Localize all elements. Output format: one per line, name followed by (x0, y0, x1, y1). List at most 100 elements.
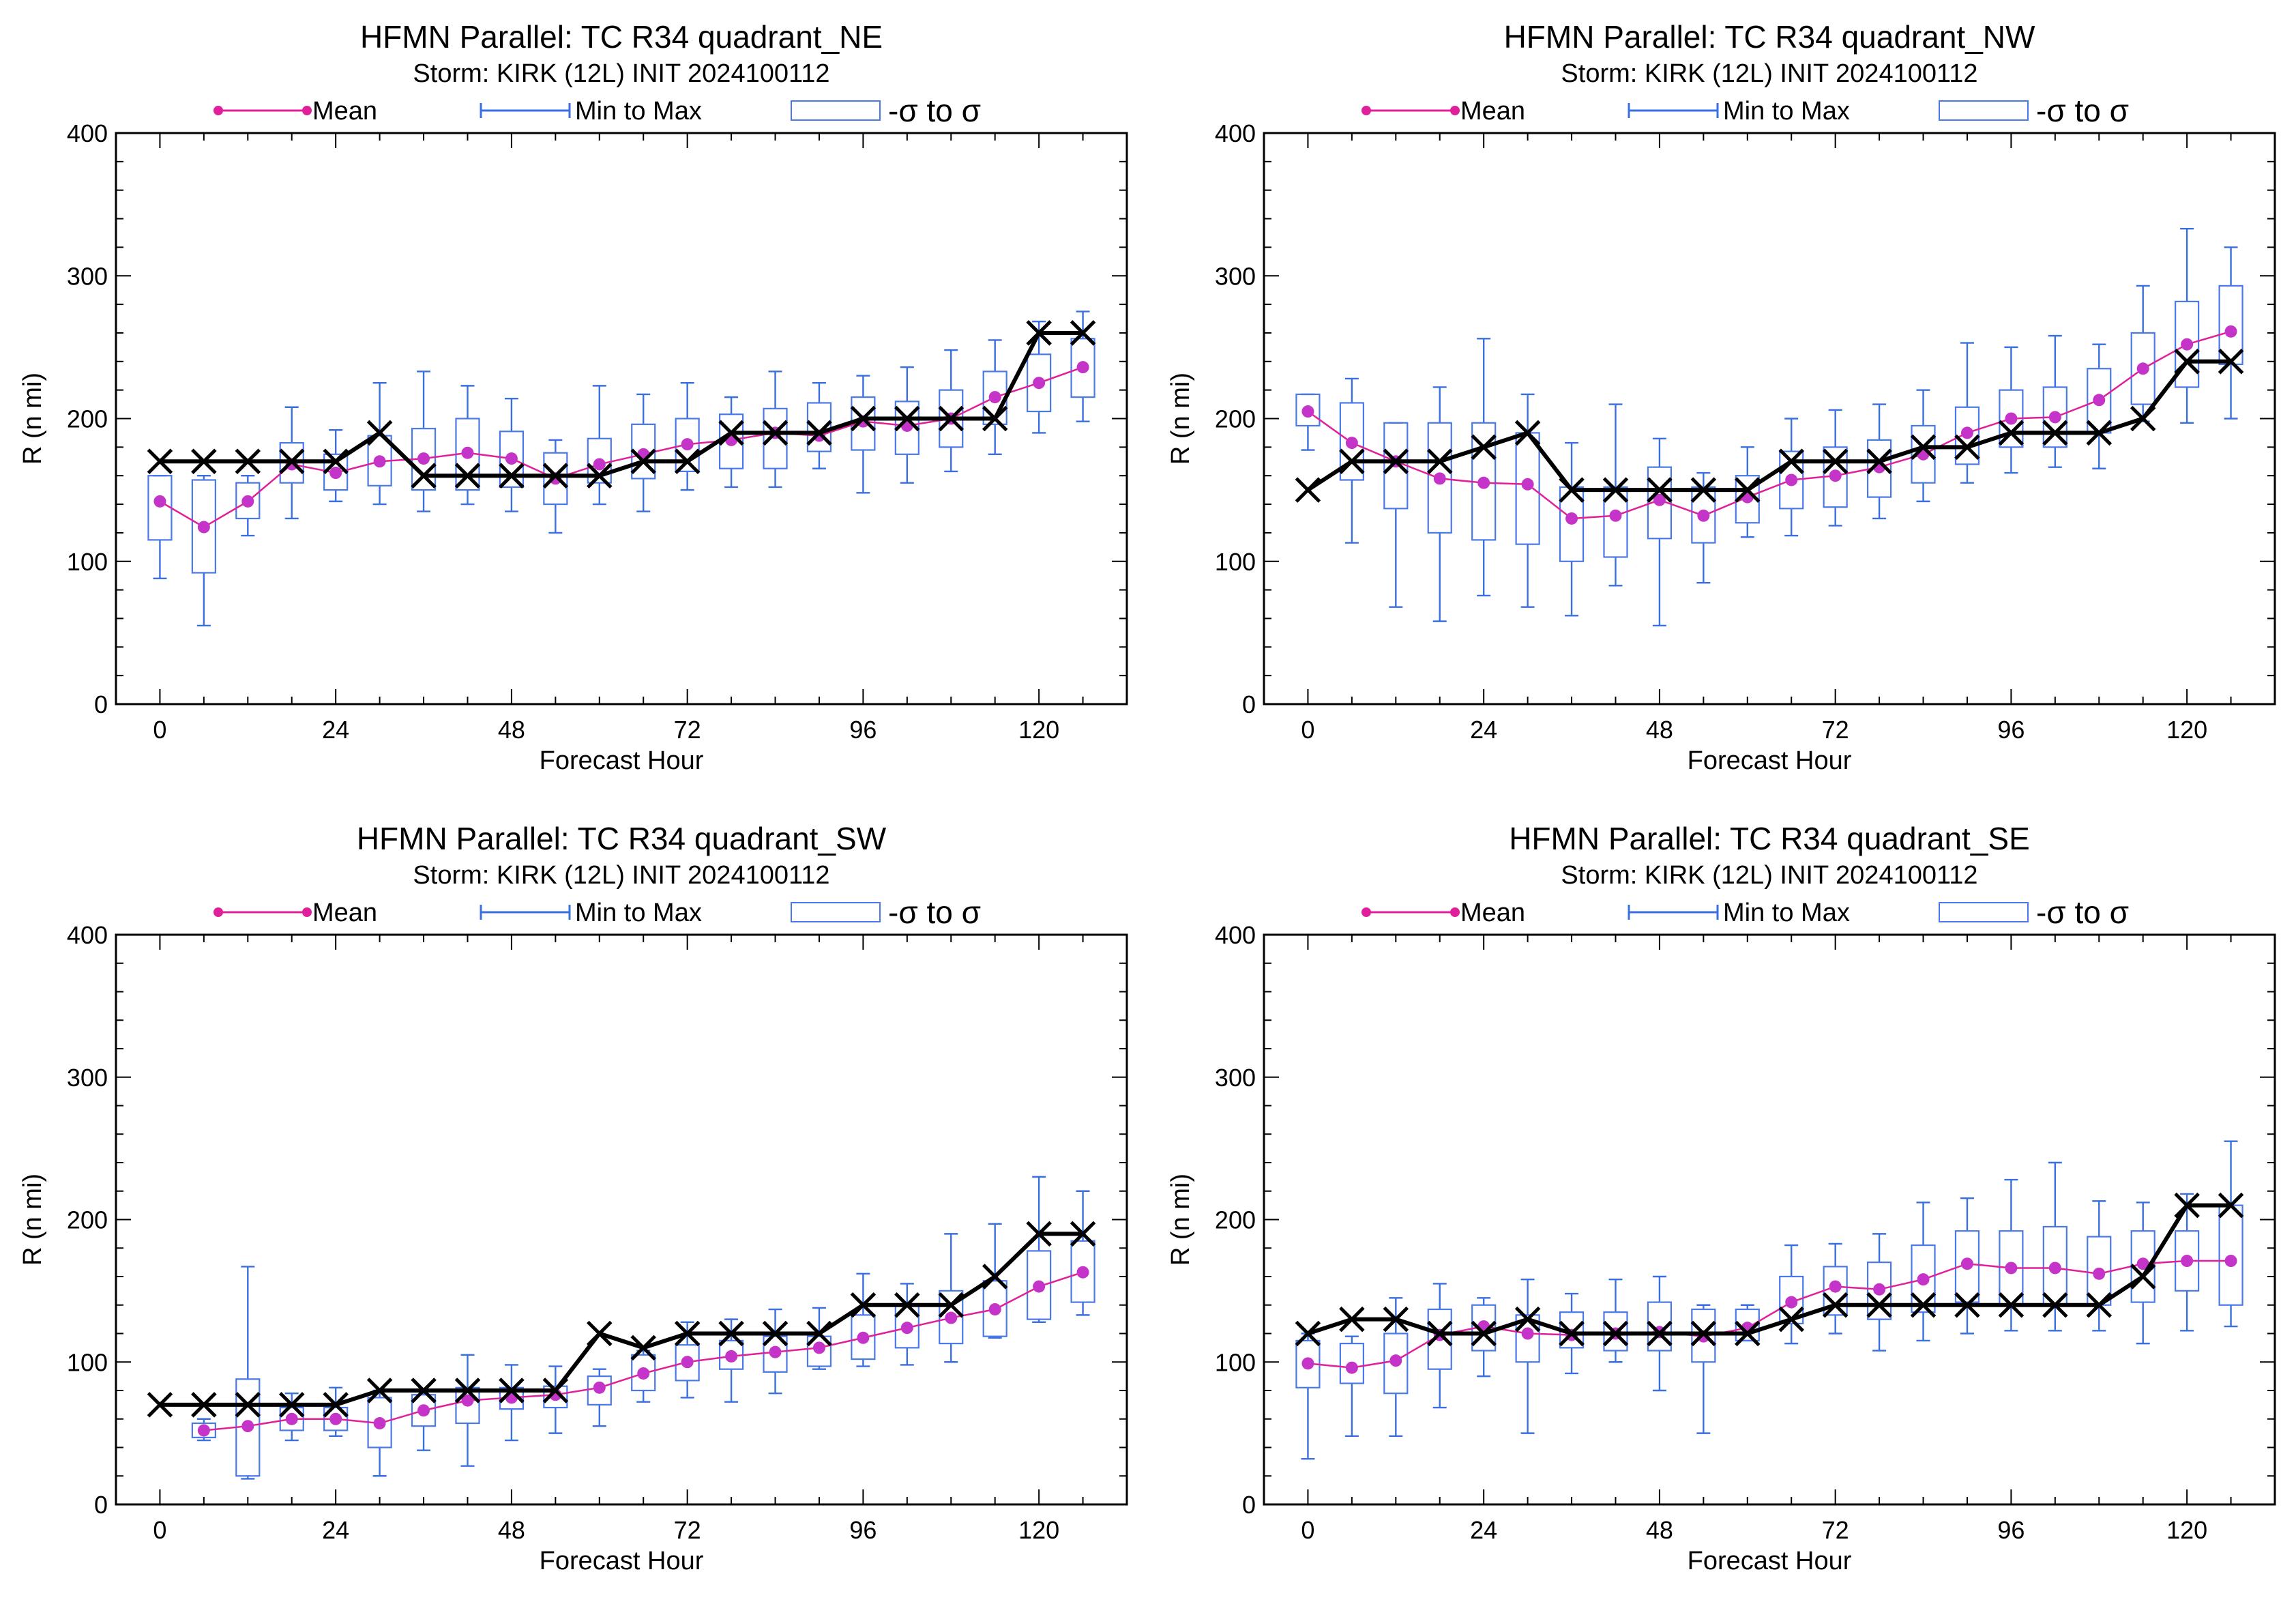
sigma-box (2218, 285, 2243, 366)
obs-marker-stroke (938, 405, 965, 432)
sigma-box (543, 452, 568, 506)
sigma-box (499, 431, 525, 489)
legend: Mean Min to Max -σ to σ (214, 93, 981, 128)
mean-point (329, 467, 342, 480)
obs-marker (1471, 434, 1497, 461)
obs-marker-stroke (1426, 448, 1453, 475)
mean-point (2093, 1267, 2106, 1280)
obs-marker-stroke (1026, 320, 1052, 346)
y-tick-label: 100 (1215, 548, 1256, 576)
obs-marker-stroke (1778, 448, 1804, 475)
chart-subtitle: Storm: KIRK (12L) INIT 2024100112 (1561, 59, 1977, 88)
obs-marker-stroke (1295, 477, 1321, 503)
mean-point (153, 495, 166, 508)
legend-sigma-box (1939, 902, 2029, 922)
mean-point (2224, 1255, 2237, 1268)
legend-mean-label: Mean (312, 97, 377, 126)
box-whisker (235, 1266, 261, 1480)
sigma-box (1070, 338, 1095, 398)
chart-title: HFMN Parallel: TC R34 quadrant_SW (357, 821, 887, 856)
legend-mean-marker (214, 907, 223, 917)
obs-marker (587, 463, 613, 489)
y-tick-label: 0 (94, 1491, 108, 1519)
obs-marker-stroke (1070, 1221, 1096, 1247)
mean-point (1301, 405, 1314, 418)
obs-marker-stroke (1383, 1306, 1409, 1332)
obs-marker-stroke (630, 448, 656, 475)
mean-point (2136, 362, 2149, 375)
sigma-box (675, 418, 700, 473)
legend-mean-marker (1362, 106, 1371, 115)
obs-marker-stroke (1690, 477, 1717, 503)
x-tick-label: 120 (1018, 716, 1059, 744)
x-tick-label: 96 (1997, 1516, 2025, 1544)
mean-point (2048, 411, 2061, 424)
obs-marker (1866, 448, 1892, 475)
obs-marker (587, 1320, 613, 1347)
sigma-box (763, 1335, 788, 1373)
obs-marker (542, 1378, 569, 1403)
obs-marker (850, 405, 877, 432)
box-whisker (1339, 1335, 1364, 1438)
mean-point (2224, 325, 2237, 338)
box-whisker (1339, 377, 1364, 544)
obs-marker-stroke (806, 1320, 832, 1347)
mean-point (461, 1394, 474, 1407)
chart-panel: HFMN Parallel: TC R34 quadrant_NE Storm: … (18, 19, 1128, 775)
sigma-box (455, 1386, 480, 1425)
mean-point (2093, 394, 2106, 407)
box-whisker (499, 398, 525, 512)
obs-marker-stroke (1339, 448, 1365, 475)
legend-mean-label: Mean (312, 899, 377, 927)
box-whisker (1779, 418, 1804, 537)
obs-marker-stroke (2042, 1292, 2068, 1318)
obs-marker-stroke (894, 405, 920, 432)
mean-point (1345, 1361, 1358, 1374)
obs-marker (1426, 1320, 1453, 1347)
mean-point (241, 495, 254, 508)
obs-marker (454, 463, 481, 489)
box-whisker (2218, 246, 2243, 420)
obs-marker-stroke (1954, 1292, 1980, 1318)
sigma-box (1647, 1301, 1673, 1352)
sigma-box (1295, 393, 1321, 427)
sigma-box (675, 1344, 700, 1382)
chart-title: HFMN Parallel: TC R34 quadrant_SE (1509, 821, 2030, 856)
y-axis-label: R (n mi) (18, 1174, 47, 1266)
legend-mean-label: Mean (1460, 899, 1525, 927)
y-tick-label: 400 (1215, 119, 1256, 147)
box-whisker (455, 1354, 480, 1467)
mean-point (1829, 469, 1842, 482)
box-whisker (1515, 1278, 1540, 1434)
obs-marker-stroke (454, 463, 481, 489)
box-whisker (1427, 386, 1452, 622)
mean-point (373, 455, 386, 468)
x-tick-label: 0 (153, 1516, 166, 1544)
sigma-box (1603, 486, 1628, 558)
obs-marker (762, 1320, 789, 1347)
sigma-box (851, 1314, 876, 1360)
obs-marker-stroke (938, 1292, 965, 1318)
obs-line (1306, 359, 2231, 493)
box-whisker (1471, 338, 1497, 597)
y-axis-label: R (n mi) (1166, 1174, 1195, 1266)
obs-marker-stroke (278, 448, 305, 475)
plot-frame (1263, 132, 2276, 705)
mean-point (2136, 1257, 2149, 1270)
x-tick-label: 120 (2166, 716, 2207, 744)
x-tick-label: 0 (1301, 1516, 1314, 1544)
y-axis-label: R (n mi) (18, 373, 47, 465)
sigma-box (1911, 1244, 1936, 1313)
sigma-box (411, 1394, 437, 1427)
sigma-box (147, 475, 173, 541)
obs-marker-stroke (1998, 420, 2025, 446)
legend-mean-label: Mean (1460, 97, 1525, 126)
obs-marker-stroke (1910, 434, 1937, 461)
mean-point (2181, 1255, 2194, 1268)
x-tick-label: 72 (1822, 716, 1849, 744)
obs-marker (1383, 448, 1409, 475)
sigma-box (2130, 332, 2155, 405)
obs-marker-stroke (1426, 1320, 1453, 1347)
obs-marker (1026, 320, 1052, 346)
